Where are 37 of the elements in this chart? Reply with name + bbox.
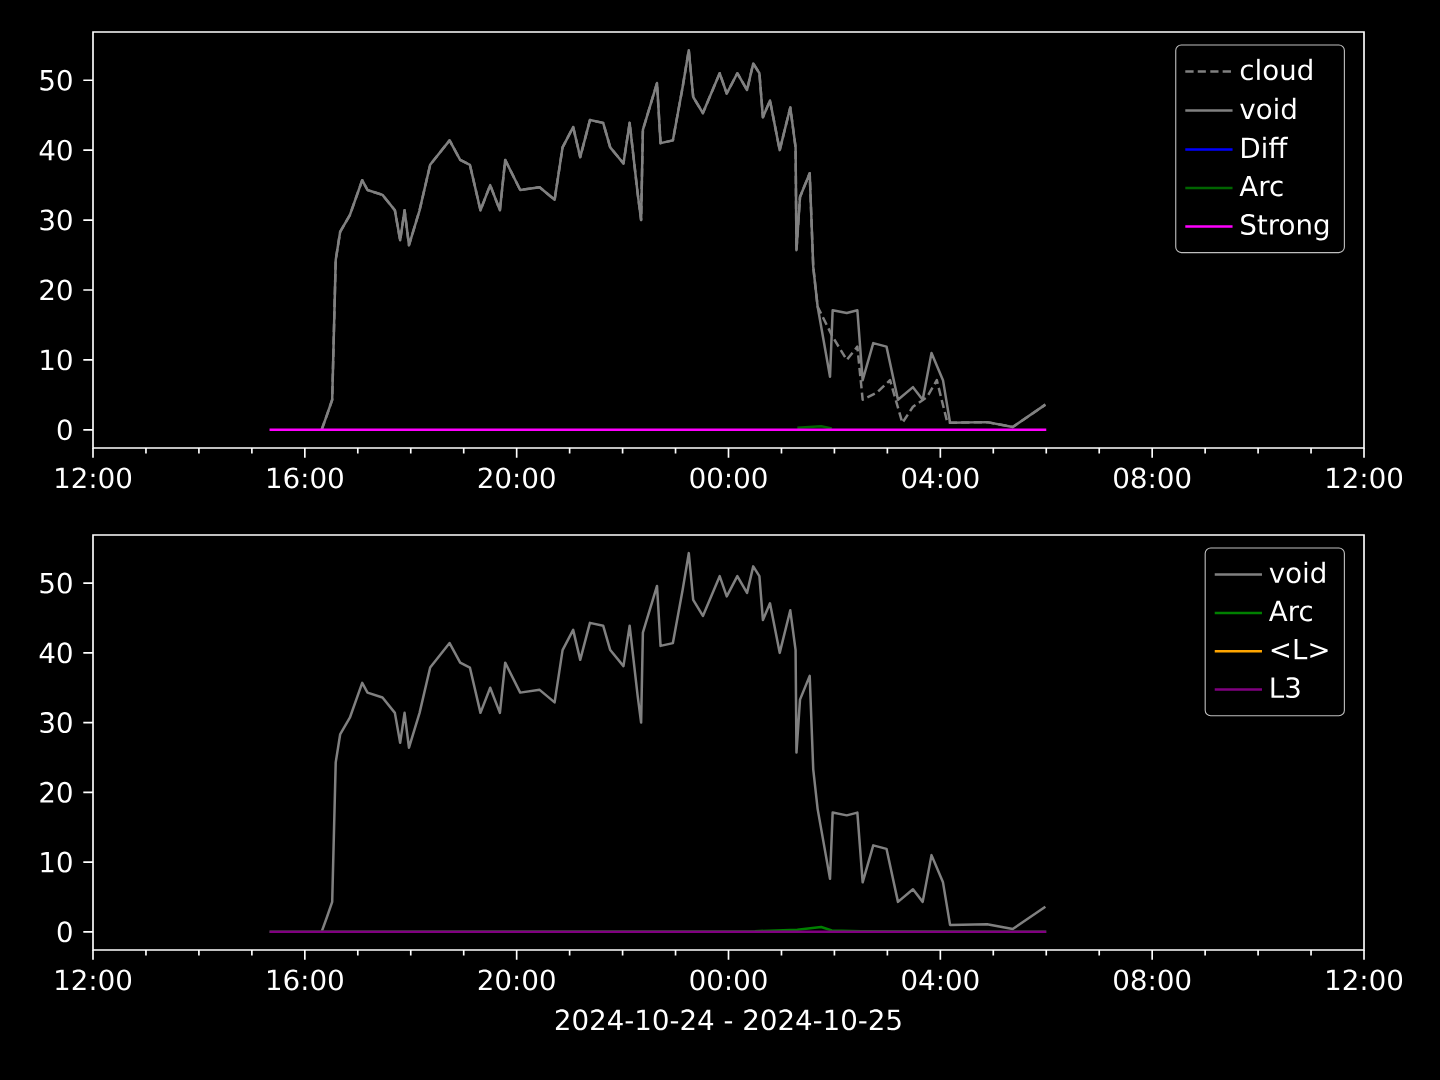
- y-tick-label: 40: [39, 139, 72, 161]
- x-tick-label: 04:00: [902, 467, 979, 489]
- legend-label: void: [1269, 561, 1325, 584]
- y-tick-label: 30: [40, 712, 72, 734]
- x-tick-label: 12:00: [1327, 969, 1403, 991]
- y-tick-label: 30: [40, 209, 72, 231]
- line-series: [320, 551, 1047, 934]
- y-tick-label: 0: [57, 921, 72, 943]
- y-tick-label: 0: [57, 419, 72, 441]
- x-tick-label: 20:00: [478, 969, 555, 991]
- y-tick-label: 50: [40, 572, 72, 594]
- y-tick-label: 20: [40, 781, 72, 803]
- legend-label: Arc: [1268, 600, 1312, 622]
- legend-label: void: [1240, 97, 1296, 120]
- x-tick-label: 00:00: [690, 467, 767, 489]
- x-tick-label: 04:00: [902, 969, 979, 991]
- y-tick-label: 10: [41, 851, 72, 873]
- x-tick-label: 08:00: [1114, 467, 1191, 489]
- x-tick-label: 00:00: [690, 969, 767, 991]
- x-axis-title: 2024-10-24 - 2024-10-25: [555, 1009, 901, 1031]
- x-tick-label: 16:00: [268, 467, 343, 489]
- legend-label: Strong: [1241, 214, 1329, 241]
- x-tick-label: 12:00: [1327, 467, 1403, 489]
- legend-label: Diff: [1242, 136, 1288, 158]
- x-tick-label: 16:00: [268, 969, 343, 991]
- y-tick-label: 20: [40, 279, 72, 301]
- y-tick-label: 10: [41, 349, 72, 371]
- y-tick-label: 40: [39, 642, 72, 664]
- legend-label: <L>: [1271, 639, 1328, 660]
- legend-label: cloud: [1240, 58, 1312, 81]
- y-tick-label: 50: [40, 69, 72, 91]
- x-tick-label: 12:00: [56, 467, 132, 489]
- legend-label: Arc: [1239, 175, 1283, 197]
- x-tick-label: 12:00: [56, 969, 132, 991]
- x-tick-label: 08:00: [1114, 969, 1191, 991]
- legend-label: L3: [1271, 677, 1300, 699]
- x-tick-label: 20:00: [478, 467, 555, 489]
